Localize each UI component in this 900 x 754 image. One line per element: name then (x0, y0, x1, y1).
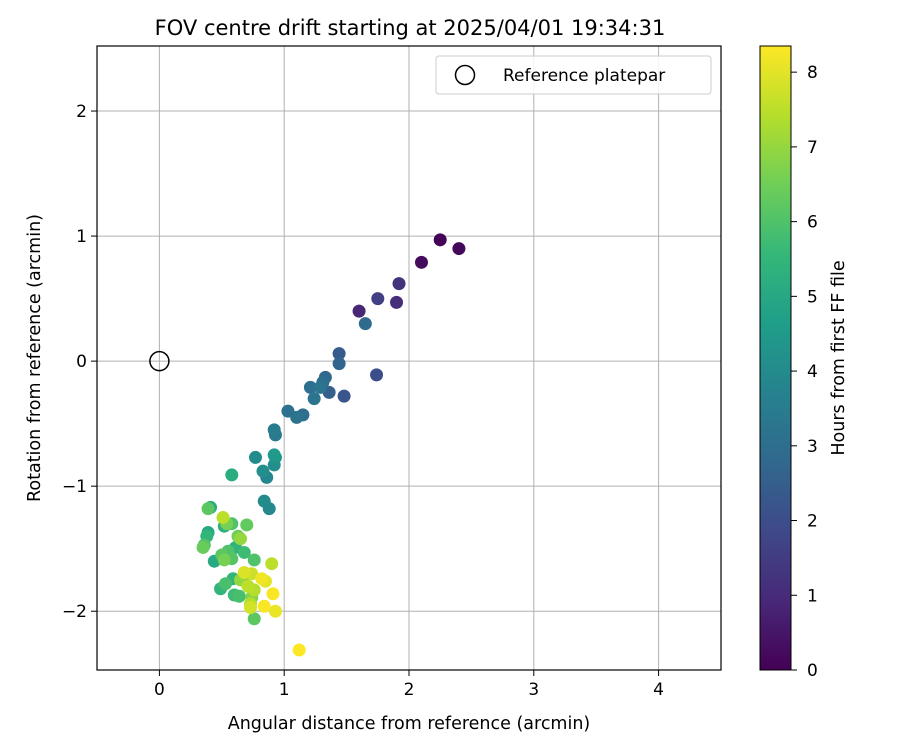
x-axis-label: Angular distance from reference (arcmin) (228, 714, 591, 734)
scatter-point (232, 589, 246, 603)
scatter-point (216, 510, 230, 524)
scatter-point (247, 612, 261, 626)
colorbar-tick-label: 0 (807, 661, 818, 681)
colorbar-tick-label: 2 (807, 512, 818, 532)
scatter-point (267, 448, 281, 462)
reference-platepar-marker (149, 350, 170, 372)
y-tick-label: −2 (62, 602, 87, 622)
scatter-point (307, 392, 321, 406)
scatter-point (290, 410, 304, 424)
scatter-point (337, 389, 351, 403)
colorbar: 0 1 2 3 4 5 6 7 8 Hours from first FF file (759, 45, 849, 681)
x-tick-label: 2 (404, 680, 415, 700)
colorbar-tick-label: 4 (807, 362, 818, 382)
scatter-point (241, 579, 255, 593)
scatter-point (268, 604, 282, 618)
colorbar-tick-label: 7 (807, 138, 818, 158)
scatter-point (414, 255, 428, 269)
scatter-point (234, 532, 248, 546)
scatter-point (332, 347, 346, 361)
scatter-point (303, 380, 317, 394)
scatter-point (257, 599, 271, 613)
grid-lines (97, 46, 721, 670)
scatter-point (247, 553, 261, 567)
scatter-point (255, 572, 269, 586)
x-axis-ticks: 0 1 2 3 4 (154, 670, 664, 700)
scatter-point (332, 357, 346, 371)
colorbar-tick-label: 1 (807, 586, 818, 606)
y-axis-ticks: −2 −1 0 1 2 (62, 102, 97, 622)
scatter-point (313, 380, 327, 394)
scatter-point (266, 587, 280, 601)
colorbar-gradient (759, 45, 792, 671)
scatter-point (392, 277, 406, 291)
scatter-point (240, 518, 254, 532)
x-tick-label: 0 (154, 680, 165, 700)
legend-entry-reference-platepar: Reference platepar (503, 66, 665, 86)
data-points (196, 233, 466, 657)
y-tick-label: 1 (76, 227, 87, 247)
scatter-point (217, 553, 231, 567)
scatter-point (244, 600, 258, 614)
colorbar-tick-label: 3 (807, 437, 818, 457)
y-axis-label: Rotation from reference (arcmin) (25, 214, 45, 502)
scatter-point (267, 423, 281, 437)
legend: Reference platepar (435, 55, 712, 95)
colorbar-tick-label: 6 (807, 213, 818, 233)
scatter-point (237, 545, 251, 559)
scatter-point (257, 494, 271, 508)
x-tick-label: 3 (528, 680, 539, 700)
y-tick-label: 0 (76, 352, 87, 372)
scatter-point (371, 292, 385, 306)
scatter-point (433, 233, 447, 247)
legend-reference-marker (454, 64, 476, 86)
y-tick-label: −1 (62, 477, 87, 497)
x-tick-label: 1 (279, 680, 290, 700)
scatter-point (390, 295, 404, 309)
scatter-point (256, 464, 270, 478)
colorbar-ticks: 0 1 2 3 4 5 6 7 8 (791, 63, 818, 681)
colorbar-tick-label: 5 (807, 287, 818, 307)
scatter-point (370, 368, 384, 382)
x-tick-label: 4 (653, 680, 664, 700)
scatter-point (352, 304, 366, 318)
y-tick-label: 2 (76, 102, 87, 122)
scatter-point (248, 450, 262, 464)
colorbar-tick-label: 8 (807, 63, 818, 83)
colorbar-label: Hours from first FF file (829, 260, 849, 455)
scatter-point (358, 317, 372, 331)
scatter-point (225, 468, 239, 482)
scatter-point (237, 565, 251, 579)
reference-marker-group (149, 350, 170, 372)
scatter-point (219, 577, 233, 591)
scatter-point (201, 502, 215, 516)
legend-box (435, 55, 712, 95)
scatter-point (452, 242, 466, 256)
chart-title: FOV centre drift starting at 2025/04/01 … (155, 16, 666, 40)
scatter-point (265, 557, 279, 571)
scatter-point (292, 643, 306, 657)
scatter-point (196, 540, 210, 554)
